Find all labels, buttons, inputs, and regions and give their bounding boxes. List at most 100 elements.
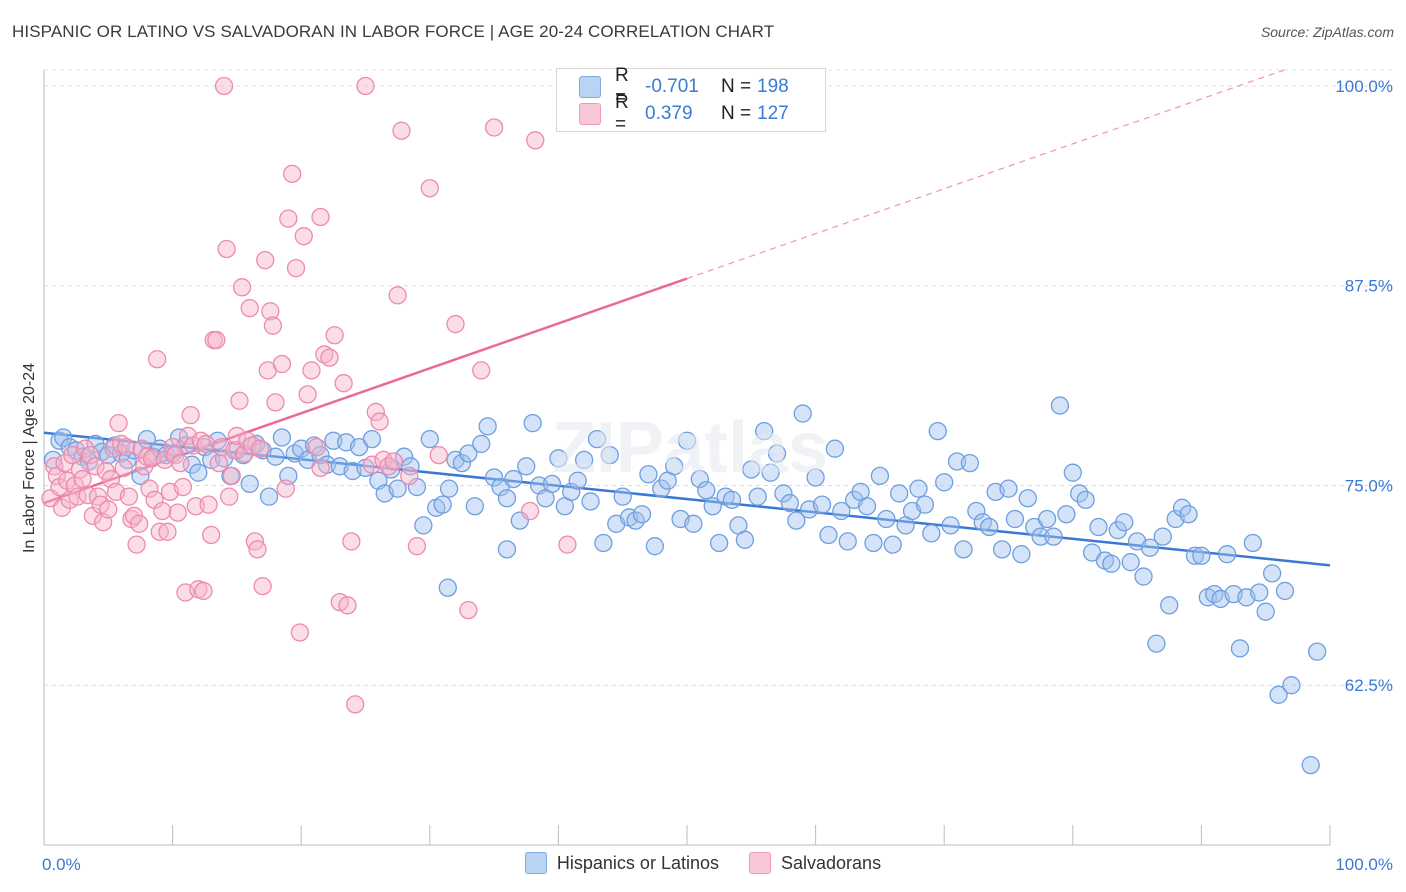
data-point [632,505,652,524]
data-point [232,278,252,297]
data-point [112,434,131,454]
data-point [922,524,941,543]
data-point [272,354,292,374]
data-point [168,503,187,522]
data-point [812,495,832,514]
series-legend: Hispanics or Latinos Salvadorans [0,852,1406,874]
data-point [325,326,344,345]
data-point [207,330,226,350]
data-point [497,489,517,508]
legend-item-hispanic[interactable]: Hispanics or Latinos [524,852,719,874]
data-point [967,501,986,521]
data-point [1256,602,1275,621]
data-point [315,345,334,364]
data-point [420,179,439,198]
data-point [941,516,960,535]
data-point [1089,517,1108,537]
data-point [266,393,285,412]
data-point [388,286,407,305]
data-point [928,421,947,441]
data-point [478,417,497,436]
data-point [960,453,980,473]
data-point [780,493,800,513]
data-point [1217,545,1237,564]
legend-row-hispanic: R = -0.701 N = 198 [579,65,789,108]
data-point [220,487,239,506]
data-point [517,457,536,476]
data-point [81,445,100,465]
data-point [181,406,200,425]
data-point [73,469,92,489]
data-point [119,487,139,506]
trend-lines [43,69,1331,567]
data-point [1153,527,1172,546]
data-point [199,495,218,514]
data-point [420,429,439,449]
data-point [587,429,607,449]
data-point [394,447,414,466]
data-point [342,532,361,551]
data-point [755,421,774,441]
data-point [1121,553,1140,572]
data-point [562,482,581,502]
data-point [864,533,883,553]
data-point [935,473,954,492]
data-point [240,474,259,494]
legend-label-salvadoran: Salvadorans [781,852,882,873]
data-point [158,522,177,541]
data-point [465,497,484,516]
y-tick-label: 100.0% [1335,77,1393,96]
legend-item-salvadoran[interactable]: Salvadorans [749,852,881,874]
series-salvadoran [41,76,577,714]
data-point [256,251,275,270]
data-point [558,535,577,554]
data-point [114,458,133,478]
data-point [472,434,491,454]
data-point [600,445,619,465]
data-point [1102,554,1121,573]
data-point [613,487,632,506]
data-point [1140,538,1160,557]
legend-label-hispanic: Hispanics or Latinos [556,852,719,873]
data-point [1018,489,1037,508]
data-point [999,479,1018,498]
data-point [1012,545,1031,564]
data-point [283,164,302,184]
data-point [109,413,128,433]
data-point [1063,463,1082,482]
data-point [248,540,267,559]
data-point [311,458,330,478]
data-point [290,623,310,642]
data-point [793,404,812,423]
data-point [722,490,742,509]
data-point [250,439,270,458]
hispanic-swatch [524,852,547,874]
data-point [954,540,973,559]
data-point [392,121,411,140]
data-point [568,471,587,490]
r-value: 0.379 [645,103,693,124]
x-tick-label: 0.0% [42,855,81,874]
data-point [484,468,504,487]
data-point [1250,583,1269,602]
data-point [1185,546,1205,565]
data-point [877,509,896,529]
n-value: 198 [757,76,789,97]
data-point [153,501,172,521]
data-point [54,428,73,447]
correlation-legend: R = -0.701 N = 198 R = 0.379 N = 127 [556,65,826,135]
data-point [1179,505,1198,524]
data-point [767,444,787,463]
y-tick-label: 62.5% [1345,676,1393,695]
data-point [890,484,909,503]
data-point [697,481,716,500]
data-point [735,530,755,549]
data-point [400,466,419,486]
data-point [222,466,241,486]
data-point [1230,639,1250,658]
data-point [266,447,285,466]
data-point [189,463,208,482]
data-point [838,532,857,551]
data-point [414,516,433,535]
data-point [253,576,272,596]
